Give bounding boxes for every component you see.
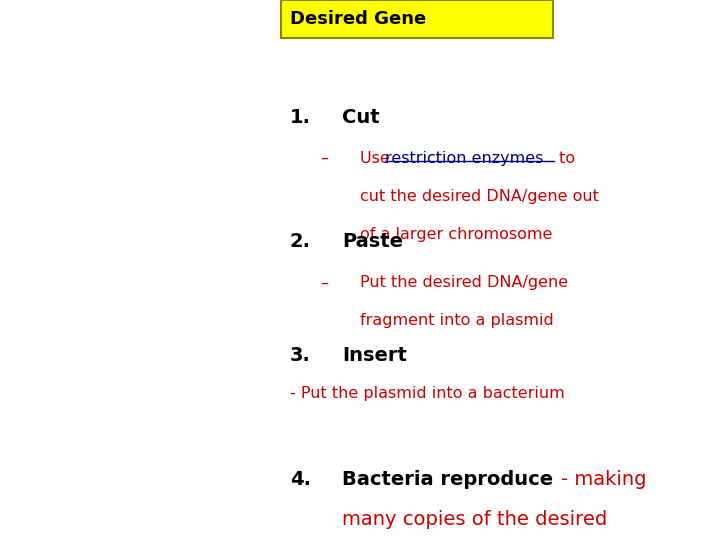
Text: Put the desired DNA/gene: Put the desired DNA/gene: [360, 275, 568, 291]
Text: - making: - making: [561, 470, 646, 489]
FancyBboxPatch shape: [281, 0, 553, 38]
Text: Desired Gene: Desired Gene: [289, 10, 426, 28]
Text: Cut: Cut: [342, 108, 380, 127]
Text: restriction enzymes: restriction enzymes: [385, 151, 544, 166]
Text: 2.: 2.: [289, 232, 310, 251]
Text: many copies of the desired: many copies of the desired: [342, 510, 608, 529]
Text: 3.: 3.: [289, 346, 310, 365]
Text: fragment into a plasmid: fragment into a plasmid: [360, 313, 554, 328]
Text: to: to: [554, 151, 575, 166]
Text: cut the desired DNA/gene out: cut the desired DNA/gene out: [360, 189, 599, 204]
Text: 1.: 1.: [289, 108, 310, 127]
Text: - Put the plasmid into a bacterium: - Put the plasmid into a bacterium: [289, 386, 564, 401]
Text: Paste: Paste: [342, 232, 403, 251]
Text: Use: Use: [360, 151, 395, 166]
Text: of a larger chromosome: of a larger chromosome: [360, 227, 552, 242]
Text: –: –: [320, 275, 328, 291]
Text: Bacteria reproduce: Bacteria reproduce: [342, 470, 560, 489]
Text: 4.: 4.: [289, 470, 310, 489]
Text: Insert: Insert: [342, 346, 408, 365]
Text: –: –: [320, 151, 328, 166]
